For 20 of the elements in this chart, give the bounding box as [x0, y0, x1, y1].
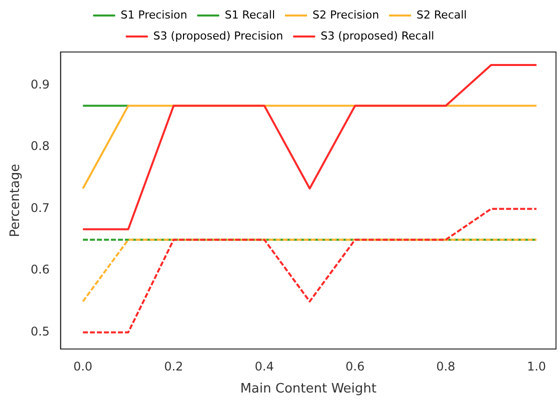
y-tick-label: 0.8	[30, 139, 50, 154]
y-tick-label: 0.5	[30, 324, 50, 338]
legend-label: S1 Recall	[224, 8, 275, 22]
x-tick-label: 0.8	[436, 359, 456, 374]
x-axis-title: Main Content Weight	[240, 382, 376, 397]
x-tick-label: 0.2	[164, 359, 184, 374]
x-tick-label: 0.4	[254, 359, 274, 374]
legend-label: S3 (proposed) Recall	[320, 29, 434, 42]
line-series	[82, 208, 538, 334]
y-axis-title: Percentage	[8, 164, 24, 238]
legend-label: S3 (proposed) Precision	[153, 29, 284, 42]
legend-label: S1 Precision	[120, 8, 188, 22]
y-tick-label: 0.9	[30, 77, 50, 92]
y-tick-label: 0.6	[30, 262, 50, 277]
x-tick-label: 0.6	[346, 359, 365, 374]
legend-label: S2 Precision	[312, 8, 380, 22]
x-tick-label: 1.0	[526, 359, 546, 374]
y-tick-label: 0.7	[30, 200, 50, 215]
legend-label: S2 Recall	[416, 8, 467, 22]
x-tick-label: 0.0	[73, 359, 92, 374]
